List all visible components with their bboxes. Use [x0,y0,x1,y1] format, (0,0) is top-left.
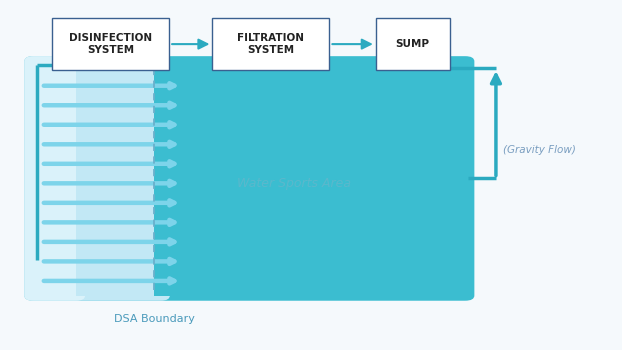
FancyBboxPatch shape [376,18,450,70]
Text: SUMP: SUMP [396,39,430,49]
FancyBboxPatch shape [52,18,169,70]
FancyBboxPatch shape [24,56,170,301]
Text: DISINFECTION
SYSTEM: DISINFECTION SYSTEM [69,33,152,55]
FancyBboxPatch shape [24,56,475,301]
Text: (Gravity Flow): (Gravity Flow) [503,145,576,155]
Text: DSA Boundary: DSA Boundary [114,315,195,324]
FancyBboxPatch shape [212,18,330,70]
Text: Water Sports Area: Water Sports Area [237,177,351,190]
Text: FILTRATION
SYSTEM: FILTRATION SYSTEM [238,33,304,55]
FancyBboxPatch shape [24,56,85,301]
Polygon shape [154,61,173,295]
Polygon shape [76,61,95,295]
